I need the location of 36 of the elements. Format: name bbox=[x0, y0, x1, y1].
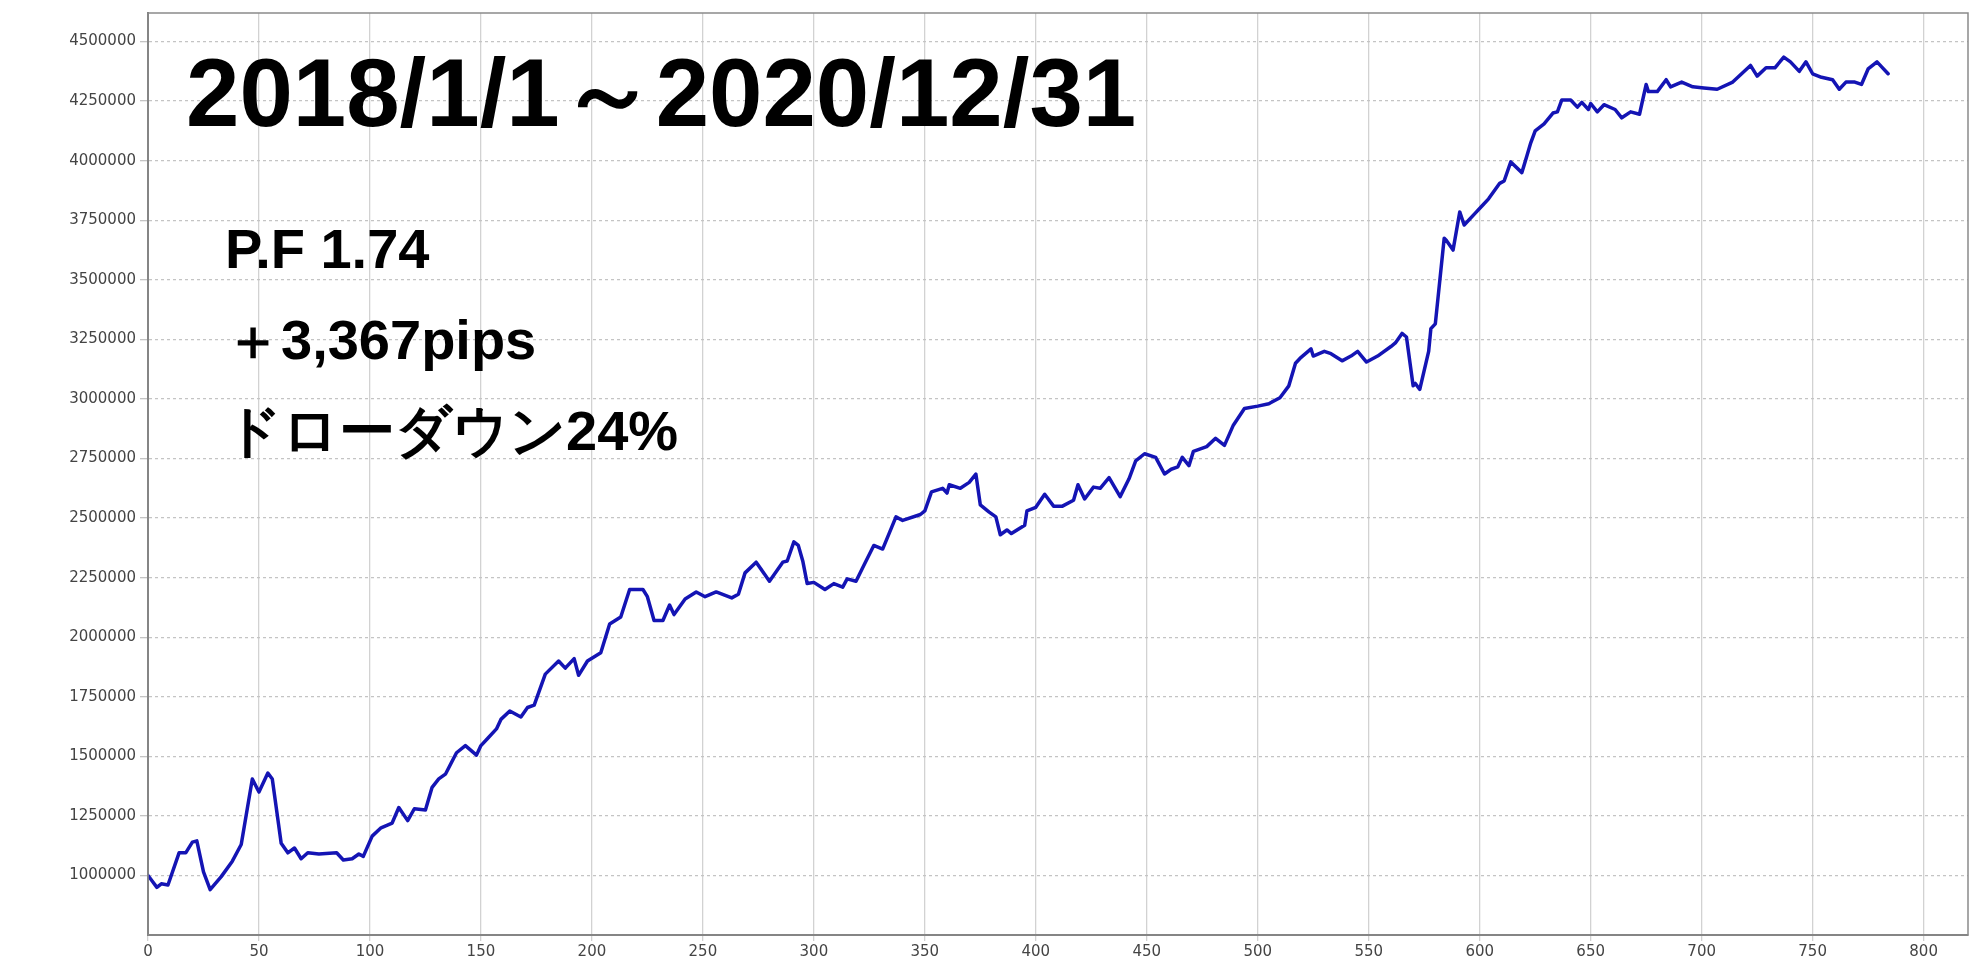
x-tick-label: 150 bbox=[466, 941, 496, 960]
y-tick-label: 3500000 bbox=[69, 269, 136, 288]
y-tick-label: 3750000 bbox=[69, 210, 136, 229]
x-tick-label: 100 bbox=[355, 941, 385, 960]
x-tick-label: 200 bbox=[577, 941, 607, 960]
x-tick-label: 650 bbox=[1576, 941, 1605, 960]
y-tick-label: 4500000 bbox=[69, 31, 136, 50]
x-tick-label: 250 bbox=[688, 941, 718, 960]
chart-title: 2018/1/1～2020/12/31 bbox=[186, 39, 1137, 146]
x-tick-label: 550 bbox=[1354, 941, 1384, 960]
x-tick-label: 300 bbox=[799, 941, 829, 960]
x-tick-label: 600 bbox=[1465, 941, 1495, 960]
y-tick-label: 3250000 bbox=[69, 329, 136, 348]
y-tick-label: 2250000 bbox=[69, 567, 136, 586]
y-tick-label: 1500000 bbox=[69, 746, 136, 765]
y-tick-label: 2500000 bbox=[69, 507, 136, 526]
y-tick-label: 4250000 bbox=[69, 91, 136, 110]
annotation: P.F 1.74 bbox=[225, 217, 430, 280]
x-tick-label: 350 bbox=[910, 941, 940, 960]
y-tick-label: 4000000 bbox=[69, 150, 136, 169]
y-tick-label: 1000000 bbox=[69, 865, 136, 884]
y-tick-label: 3000000 bbox=[69, 388, 136, 407]
y-tick-label: 1750000 bbox=[69, 686, 136, 705]
y-tick-label: 1250000 bbox=[69, 805, 136, 824]
y-tick-label: 2000000 bbox=[69, 627, 136, 646]
x-tick-label: 750 bbox=[1798, 941, 1827, 960]
x-tick-label: 500 bbox=[1243, 941, 1273, 960]
x-tick-label: 800 bbox=[1909, 941, 1938, 960]
y-tick-label: 2750000 bbox=[69, 448, 136, 467]
annotation: ドローダウン24% bbox=[225, 399, 679, 462]
x-tick-label: 0 bbox=[143, 941, 153, 960]
x-tick-label: 450 bbox=[1132, 941, 1162, 960]
x-tick-label: 50 bbox=[249, 941, 269, 960]
x-tick-label: 700 bbox=[1687, 941, 1716, 960]
x-tick-label: 400 bbox=[1021, 941, 1051, 960]
annotation: ＋3,367pips bbox=[225, 308, 537, 371]
